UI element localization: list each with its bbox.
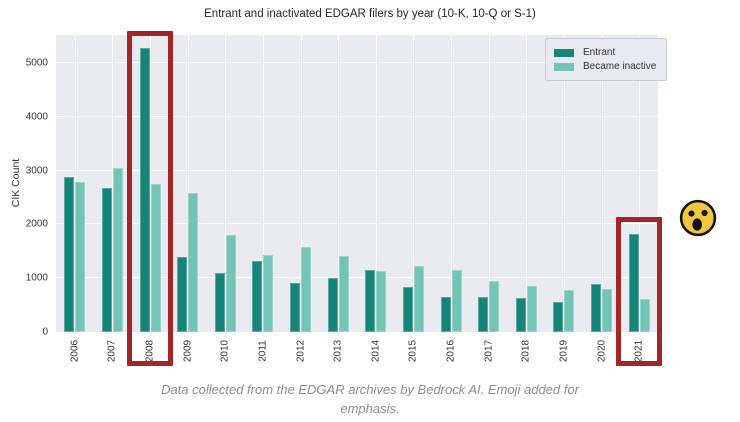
legend-item-0: Entrant — [554, 47, 656, 58]
chart-title: Entrant and inactivated EDGAR filers by … — [204, 8, 536, 20]
legend-swatch-icon — [554, 48, 574, 57]
y-tick-4000: 4000 — [25, 111, 48, 123]
bar-inactive-2006 — [75, 181, 86, 332]
gridline-v-2010 — [225, 35, 227, 332]
bar-inactive-2015 — [413, 266, 424, 332]
bar-inactive-2010 — [225, 235, 236, 332]
gridline-v-2020 — [601, 35, 603, 332]
gridline-v-2008 — [150, 35, 152, 332]
x-tick-2020: 2020 — [596, 339, 608, 363]
y-tick-3000: 3000 — [25, 165, 48, 177]
x-tick-2016: 2016 — [445, 339, 457, 363]
x-tick-2010: 2010 — [219, 339, 231, 363]
bar-inactive-2011 — [263, 254, 274, 332]
bar-inactive-2014 — [376, 271, 387, 332]
x-tick-2018: 2018 — [520, 339, 532, 363]
bar-entrant-2016 — [440, 297, 451, 332]
x-tick-2006: 2006 — [69, 339, 81, 363]
gridline-v-2009 — [187, 35, 189, 332]
legend: Entrant Became inactive — [545, 38, 668, 81]
gridline-h-4000 — [56, 115, 658, 117]
bar-inactive-2009 — [188, 192, 199, 332]
bar-inactive-2021 — [639, 299, 650, 332]
y-tick-1000: 1000 — [25, 272, 48, 284]
bar-inactive-2017 — [489, 280, 500, 332]
bar-entrant-2009 — [177, 257, 188, 332]
bar-inactive-2013 — [338, 256, 349, 332]
bar-entrant-2012 — [290, 282, 301, 332]
highlight-box-2021 — [616, 217, 663, 366]
gridline-v-2014 — [375, 35, 377, 332]
gridline-v-2016 — [451, 35, 453, 332]
highlight-box-2008 — [127, 31, 174, 366]
bar-entrant-2015 — [402, 287, 413, 332]
bar-entrant-2020 — [591, 284, 602, 332]
y-tick-0: 0 — [42, 326, 48, 338]
y-tick-2000: 2000 — [25, 218, 48, 230]
x-tick-2014: 2014 — [370, 339, 382, 363]
gridline-v-2015 — [413, 35, 415, 332]
caption: Data collected from the EDGAR archives b… — [161, 382, 579, 416]
bar-entrant-2006 — [64, 177, 75, 332]
bar-entrant-2010 — [214, 273, 225, 332]
gridline-v-2018 — [526, 35, 528, 332]
legend-label: Entrant — [583, 47, 616, 58]
gridline-v-2019 — [563, 35, 565, 332]
legend-label: Became inactive — [583, 61, 657, 72]
surprised-face-emoji-icon — [679, 199, 717, 237]
x-tick-2007: 2007 — [106, 339, 118, 363]
bar-inactive-2019 — [564, 290, 575, 332]
gridline-h-1000 — [56, 277, 658, 279]
bar-entrant-2014 — [365, 269, 376, 332]
bar-entrant-2013 — [327, 278, 338, 332]
x-tick-2019: 2019 — [558, 339, 570, 363]
bar-entrant-2019 — [553, 301, 564, 332]
bar-inactive-2016 — [451, 270, 462, 332]
gridline-v-2012 — [300, 35, 302, 332]
gridline-v-2021 — [639, 35, 641, 332]
gridline-h-3000 — [56, 169, 658, 171]
legend-swatch-icon — [554, 62, 574, 71]
bar-entrant-2008 — [139, 48, 150, 332]
x-tick-2011: 2011 — [257, 340, 269, 362]
x-tick-2013: 2013 — [332, 339, 344, 363]
bar-inactive-2020 — [602, 288, 613, 332]
legend-item-1: Became inactive — [554, 61, 656, 72]
plot-area — [56, 35, 658, 332]
x-tick-2012: 2012 — [295, 339, 307, 363]
bar-entrant-2018 — [515, 297, 526, 332]
x-tick-2015: 2015 — [407, 339, 419, 363]
bar-entrant-2007 — [101, 187, 112, 332]
bar-inactive-2018 — [526, 285, 537, 332]
x-tick-2009: 2009 — [182, 339, 194, 363]
x-tick-2017: 2017 — [483, 339, 495, 363]
bar-inactive-2012 — [301, 247, 312, 332]
bar-inactive-2008 — [150, 184, 161, 332]
gridline-h-2000 — [56, 223, 658, 225]
y-axis-label: CIK Count — [10, 158, 22, 208]
bar-inactive-2007 — [112, 167, 123, 332]
bar-entrant-2017 — [478, 297, 489, 332]
gridline-v-2013 — [338, 35, 340, 332]
y-tick-5000: 5000 — [25, 57, 48, 69]
gridline-v-2011 — [262, 35, 264, 332]
gridline-h-5000 — [56, 61, 658, 63]
gridline-v-2017 — [488, 35, 490, 332]
bar-entrant-2011 — [252, 260, 263, 332]
bar-entrant-2021 — [628, 234, 639, 332]
